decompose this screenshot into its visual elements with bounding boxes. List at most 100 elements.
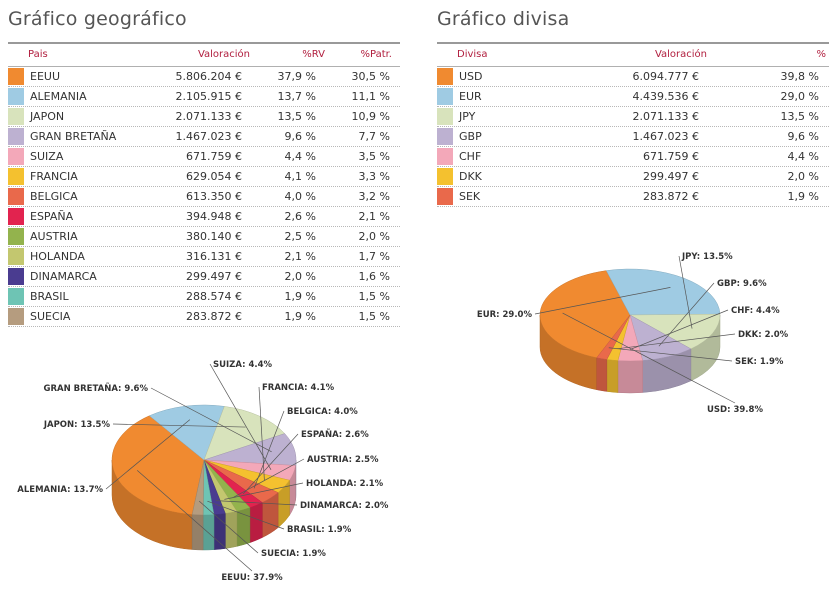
cell-rv: 4,0 % — [284, 190, 316, 203]
leader-line — [630, 309, 729, 350]
cell-valoracion: 394.948 € — [186, 210, 242, 223]
table-row: SEK 283.872 € 1,9 % — [437, 187, 829, 207]
cell-patr: 1,5 % — [358, 310, 390, 323]
pie-slice-side-dkk — [606, 359, 619, 393]
pie-data-label: ESPAÑA: 2.6% — [301, 429, 369, 440]
color-swatch — [8, 148, 24, 165]
cell-currency: SEK — [459, 190, 481, 203]
table-row: CHF 671.759 € 4,4 % — [437, 147, 829, 167]
cell-country: EEUU — [30, 70, 61, 83]
cell-country: BRASIL — [30, 290, 69, 303]
cell-valoracion: 288.574 € — [186, 290, 242, 303]
color-swatch — [8, 248, 24, 265]
table-row: ESPAÑA 394.948 € 2,6 % 2,1 % — [8, 207, 400, 227]
leader-line — [105, 419, 191, 490]
pie-data-label: JPY: 13.5% — [681, 252, 733, 262]
geo-chart-title: Gráfico geográfico — [8, 8, 187, 30]
cell-country: FRANCIA — [30, 170, 78, 183]
table-row: JPY 2.071.133 € 13,5 % — [437, 107, 829, 127]
cell-patr: 2,0 % — [358, 230, 390, 243]
color-swatch — [8, 308, 24, 325]
cell-valoracion: 2.071.133 € — [632, 110, 699, 123]
table-row: SUECIA 283.872 € 1,9 % 1,5 % — [8, 307, 400, 327]
cell-country: BELGICA — [30, 190, 78, 203]
table-row: EEUU 5.806.204 € 37,9 % 30,5 % — [8, 67, 400, 87]
pie-slice-side-holanda — [225, 511, 238, 549]
cell-rv: 1,9 % — [284, 290, 316, 303]
cell-rv: 2,1 % — [284, 250, 316, 263]
pie-data-label: DKK: 2.0% — [738, 330, 789, 340]
pie-data-label: EEUU: 37.9% — [221, 573, 283, 583]
cell-rv: 13,7 % — [277, 90, 316, 103]
pie-data-label: GRAN BRETAÑA: 9.6% — [43, 383, 148, 394]
pie-slice-eur — [605, 268, 721, 316]
leader-line — [562, 312, 736, 404]
cell-pct: 1,9 % — [787, 190, 819, 203]
cell-patr: 30,5 % — [351, 70, 390, 83]
table-row: JAPON 2.071.133 € 13,5 % 10,9 % — [8, 107, 400, 127]
cell-valoracion: 2.071.133 € — [175, 110, 242, 123]
geo-pie-chart: EEUU: 37.9% ALEMANIA: 13.7% JAPON: 13.5% GR… — [17, 360, 389, 583]
cell-rv: 4,4 % — [284, 150, 316, 163]
cell-valoracion: 4.439.536 € — [632, 90, 699, 103]
cell-country: JAPON — [30, 110, 65, 123]
pie-data-label: FRANCIA: 4.1% — [262, 383, 335, 393]
leader-line — [198, 500, 259, 554]
cell-patr: 3,3 % — [358, 170, 390, 183]
leader-line — [242, 433, 299, 495]
table-row: GBP 1.467.023 € 9,6 % — [437, 127, 829, 147]
leader-line — [616, 333, 736, 350]
cell-country: SUECIA — [30, 310, 71, 323]
pie-slice-side-brasil — [202, 514, 215, 551]
cell-rv: 2,5 % — [284, 230, 316, 243]
color-swatch — [437, 128, 453, 145]
cell-patr: 11,1 % — [351, 90, 390, 103]
leader-line — [150, 387, 272, 453]
pie-slice-sek — [596, 314, 631, 360]
pie-slice-suecia — [191, 459, 205, 516]
cell-valoracion: 283.872 € — [186, 310, 242, 323]
cell-rv: 2,0 % — [284, 270, 316, 283]
color-swatch — [8, 108, 24, 125]
cell-valoracion: 671.759 € — [186, 150, 242, 163]
geo-table: Pais Valoración %RV %Patr. EEUU 5.806.204… — [8, 42, 400, 327]
cell-valoracion: 299.497 € — [643, 170, 699, 183]
cell-patr: 3,2 % — [358, 190, 390, 203]
color-swatch — [437, 168, 453, 185]
pie-data-label: GBP: 9.6% — [717, 279, 767, 289]
cell-valoracion: 613.350 € — [186, 190, 242, 203]
table-row: ALEMANIA 2.105.915 € 13,7 % 11,1 % — [8, 87, 400, 107]
header-valoracion: Valoración — [654, 49, 707, 60]
cell-country: ALEMANIA — [30, 90, 87, 103]
cell-valoracion: 1.467.023 € — [175, 130, 242, 143]
leader-line — [608, 347, 733, 362]
color-swatch — [8, 88, 24, 105]
cell-currency: JPY — [459, 110, 476, 123]
pie-data-label: SEK: 1.9% — [735, 357, 784, 367]
table-row: AUSTRIA 380.140 € 2,5 % 2,0 % — [8, 227, 400, 247]
color-swatch — [8, 68, 24, 85]
cell-patr: 7,7 % — [358, 130, 390, 143]
table-row: SUIZA 671.759 € 4,4 % 3,5 % — [8, 147, 400, 167]
table-row: EUR 4.439.536 € 29,0 % — [437, 87, 829, 107]
cell-patr: 1,5 % — [358, 290, 390, 303]
pie-slice-usd — [539, 270, 631, 359]
header-pct: % — [816, 49, 826, 60]
table-row: DINAMARCA 299.497 € 2,0 % 1,6 % — [8, 267, 400, 287]
currency-pie-chart: USD: 39.8% EUR: 29.0% JPY: 13.5% GBP: 9.6% C… — [477, 252, 789, 415]
cell-valoracion: 1.467.023 € — [632, 130, 699, 143]
cell-rv: 1,9 % — [284, 310, 316, 323]
pie-slice-eeuu — [111, 415, 205, 515]
cell-currency: DKK — [459, 170, 482, 183]
cell-rv: 13,5 % — [277, 110, 316, 123]
currency-chart-title: Gráfico divisa — [437, 8, 570, 30]
leader-line — [658, 282, 715, 347]
cell-rv: 2,6 % — [284, 210, 316, 223]
color-swatch — [437, 88, 453, 105]
leader-line — [215, 500, 298, 506]
leader-line — [136, 470, 253, 572]
header-divisa: Divisa — [457, 49, 488, 60]
cell-pct: 39,8 % — [780, 70, 819, 83]
cell-valoracion: 2.105.915 € — [175, 90, 242, 103]
header-valoracion: Valoración — [197, 49, 250, 60]
